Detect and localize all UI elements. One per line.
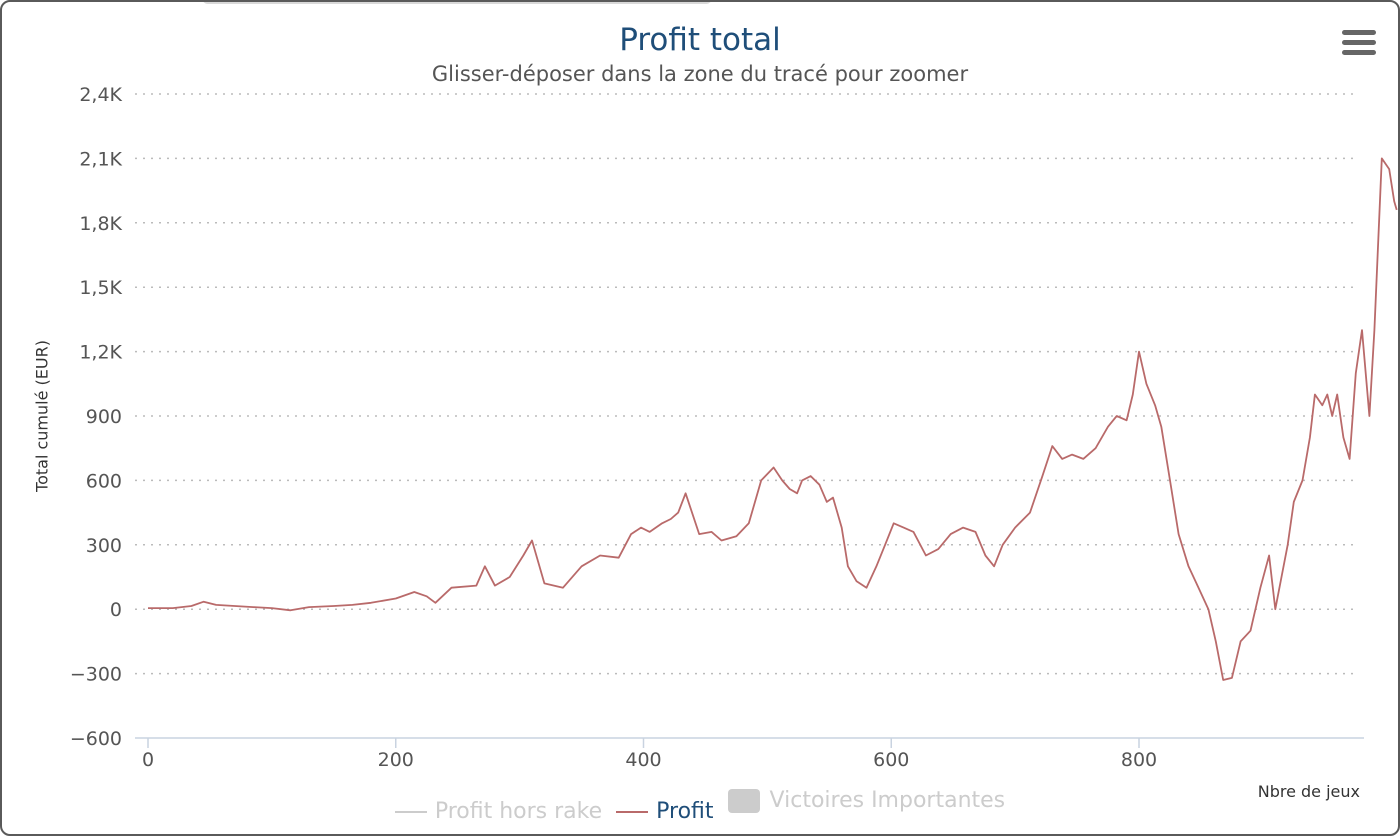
gridlines [135, 93, 1358, 675]
chart-title: Profit total [619, 22, 781, 58]
series-line-profit[interactable] [148, 157, 1398, 681]
legend-label: Profit [656, 799, 714, 824]
legend-box-icon [727, 788, 760, 813]
y-tick-label: 2,4K [79, 84, 122, 106]
y-tick-label: 300 [86, 535, 122, 557]
y-tick-label: 1,8K [79, 213, 122, 235]
y-tick-label: 1,2K [79, 342, 122, 364]
legend-item-1[interactable]: Profit [616, 799, 714, 824]
top-tab-sliver [202, 2, 712, 4]
y-tick-label: 600 [86, 470, 122, 492]
legend-line-icon [394, 810, 427, 813]
x-tick-label: 600 [873, 749, 909, 771]
x-tick-label: 800 [1121, 749, 1157, 771]
y-tick-label: 900 [86, 406, 122, 428]
y-tick-labels: 2,4K 2,1K 1,8K 1,5K 1,2K 900 600 300 0 −300 −600 [70, 84, 123, 750]
x-axis [135, 737, 1364, 748]
legend: Profit hors rake Profit Victoires Importan… [2, 788, 1398, 824]
x-tick-label: 0 [142, 749, 154, 771]
y-tick-label: 0 [110, 599, 122, 621]
x-tick-label: 400 [625, 749, 661, 771]
chart-subtitle: Glisser-déposer dans la zone du tracé po… [431, 62, 969, 86]
y-tick-label: −300 [70, 664, 122, 686]
series-group [148, 157, 1398, 681]
legend-item-2[interactable]: Victoires Importantes [727, 788, 1006, 813]
hamburger-menu-icon[interactable] [1342, 30, 1376, 62]
x-axis-label: Nbre de jeux [1257, 782, 1360, 801]
legend-label: Profit hors rake [434, 799, 603, 824]
x-tick-label: 200 [378, 749, 414, 771]
legend-line-icon [616, 810, 649, 813]
legend-label: Victoires Importantes [769, 788, 1006, 813]
y-tick-label: 1,5K [79, 277, 122, 299]
y-tick-label: −600 [70, 728, 122, 750]
y-tick-label: 2,1K [79, 148, 122, 170]
x-tick-labels: 0 200 400 600 800 [142, 749, 1157, 771]
legend-item-0[interactable]: Profit hors rake [394, 799, 603, 824]
